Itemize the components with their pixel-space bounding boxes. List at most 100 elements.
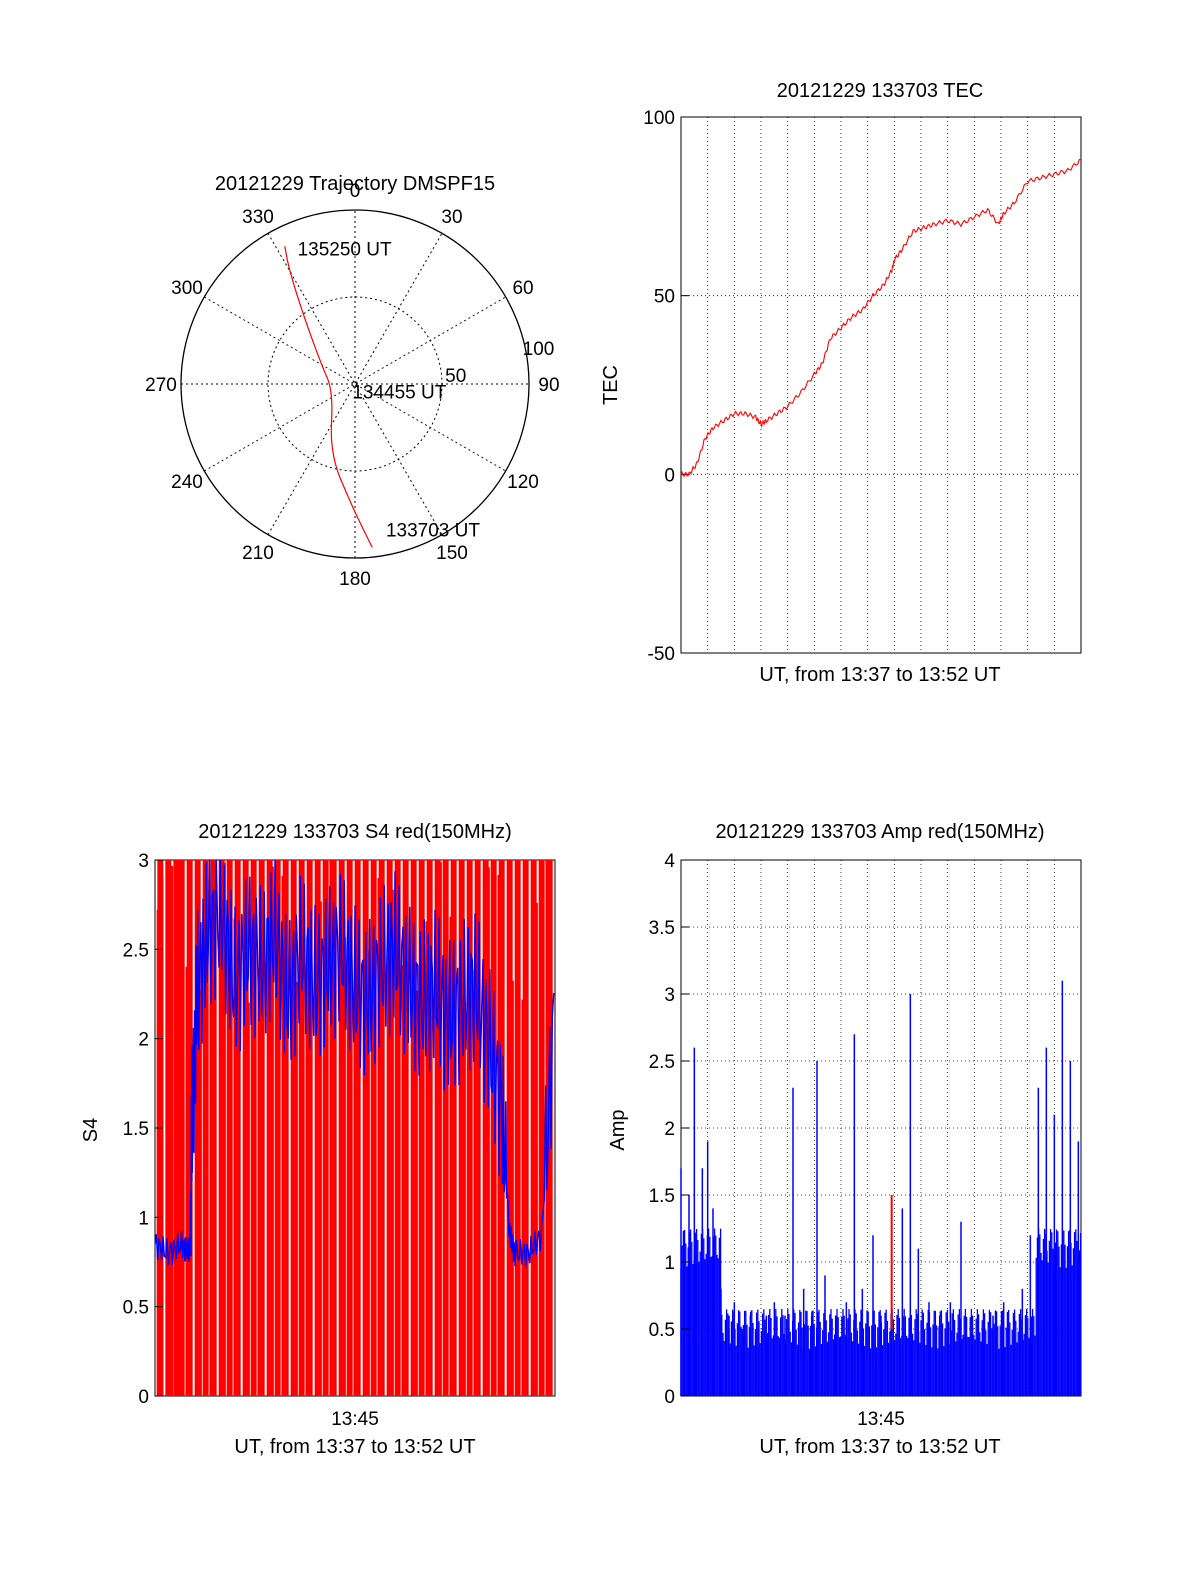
tec-ytick-label: 100 (643, 108, 675, 129)
s4-red-bar (378, 860, 385, 1396)
amp-ytick-label: 4 (664, 851, 675, 872)
polar-azimuth-labels: 0 30 60 90 120 150 180 210 240 270 300 330 (145, 181, 559, 590)
tec-title: 20121229 133703 TEC (777, 80, 983, 102)
s4-ytick-label: 0.5 (123, 1298, 149, 1319)
polar-spoke (267, 233, 443, 535)
polar-spoke (204, 296, 506, 472)
s4-red-bar (258, 860, 265, 1396)
polar-annotations: 135250 UT 134455 UT 133703 UT (298, 240, 481, 542)
polar-azimuth-label: 210 (242, 543, 274, 564)
s4-red-bar (218, 860, 225, 1396)
s4-red-bar (362, 860, 369, 1396)
tec-xlabel: UT, from 13:37 to 13:52 UT (759, 664, 1000, 686)
polar-azimuth-label: 240 (171, 472, 203, 493)
polar-annotation: 135250 UT (298, 240, 392, 261)
amp-ytick-label: 2 (664, 1119, 675, 1140)
s4-red-bar (338, 860, 345, 1396)
polar-azimuth-label: 300 (171, 278, 203, 299)
s4-red-bar (506, 860, 513, 1396)
s4-x-ticks: 13:45 (331, 1409, 379, 1430)
amp-ytick-label: 3.5 (649, 918, 675, 939)
polar-spoke (267, 233, 443, 535)
s4-title: 20121229 133703 S4 red(150MHz) (198, 821, 512, 843)
polar-azimuth-label: 120 (507, 472, 539, 493)
tec-ylabel: TEC (600, 365, 622, 405)
tec-series-line (680, 158, 1082, 478)
tec-plot-frame (680, 116, 1082, 654)
tec-y-ticks: -50 0 50 100 (643, 108, 689, 665)
polar-grid (180, 209, 530, 559)
s4-panel: 20121229 133703 S4 red(150MHz) 0 0.5 1 1.5 2… (80, 821, 556, 1458)
polar-annotation: 133703 UT (386, 521, 480, 542)
polar-panel: 20121229 Trajectory DMSPF15 0 30 60 90 120 15… (145, 173, 559, 590)
s4-red-bar (402, 860, 409, 1396)
amp-ytick-label: 1 (664, 1253, 675, 1274)
tec-series (680, 158, 1082, 478)
amp-ytick-label: 1.5 (649, 1186, 675, 1207)
tec-ytick-label: -50 (648, 644, 675, 665)
s4-red-bar (474, 860, 481, 1396)
s4-red-bar (165, 860, 172, 1396)
amp-y-ticks: 0 0.5 1 1.5 2 2.5 3 3.5 4 (649, 851, 689, 1408)
s4-blue-line (154, 859, 555, 1268)
s4-red-bar (290, 860, 297, 1396)
amp-ytick-label: 0 (664, 1387, 675, 1408)
s4-xtick-label: 13:45 (331, 1409, 379, 1430)
s4-red-bar (242, 860, 249, 1396)
amp-panel: 20121229 133703 Amp red(150MHz) 0 0.5 1 1.5… (607, 821, 1082, 1458)
polar-azimuth-label: 270 (145, 375, 177, 396)
s4-series (154, 859, 555, 1396)
s4-red-bar (482, 860, 489, 1396)
s4-ylabel: S4 (80, 1118, 102, 1142)
s4-red-bar (306, 860, 313, 1396)
amp-x-ticks: 13:45 (857, 1409, 905, 1430)
s4-red-bar (210, 860, 217, 1396)
polar-elevation-labels: 50 100 (445, 339, 554, 387)
s4-ytick-label: 3 (138, 851, 149, 872)
tec-ytick-label: 50 (654, 287, 675, 308)
amp-ytick-label: 2.5 (649, 1052, 675, 1073)
s4-red-bar (450, 860, 457, 1396)
s4-red-bar (234, 860, 241, 1396)
s4-xlabel: UT, from 13:37 to 13:52 UT (234, 1436, 475, 1458)
s4-red-bar (186, 860, 193, 1396)
tec-grid (681, 116, 1081, 654)
polar-title: 20121229 Trajectory DMSPF15 (215, 173, 495, 195)
s4-ytick-label: 0 (138, 1387, 149, 1408)
polar-azimuth-label: 0 (350, 181, 361, 202)
s4-ytick-label: 2 (138, 1030, 149, 1051)
s4-red-bar (354, 860, 361, 1396)
polar-series (284, 246, 373, 548)
polar-azimuth-label: 150 (436, 543, 468, 564)
s4-red-bar (282, 860, 289, 1396)
s4-red-bar (458, 860, 465, 1396)
amp-xtick-label: 13:45 (857, 1409, 905, 1430)
s4-red-bar (266, 860, 273, 1396)
s4-ytick-label: 2.5 (123, 940, 149, 961)
s4-red-bar (194, 860, 201, 1396)
tec-panel: 20121229 133703 TEC -50 0 50 100 TEC UT, fr… (600, 80, 1082, 686)
s4-red-bar (434, 860, 441, 1396)
polar-azimuth-label: 60 (512, 278, 533, 299)
amp-title: 20121229 133703 Amp red(150MHz) (715, 821, 1044, 843)
s4-red-bar (386, 860, 393, 1396)
polar-elevation-label: 100 (523, 339, 555, 360)
s4-red-bar (530, 860, 537, 1396)
s4-red-bar (546, 860, 553, 1396)
s4-red-bar (426, 860, 433, 1396)
amp-series (680, 980, 1082, 1396)
polar-azimuth-label: 90 (538, 375, 559, 396)
s4-red-bar (522, 860, 529, 1396)
amp-xlabel: UT, from 13:37 to 13:52 UT (759, 1436, 1000, 1458)
polar-elevation-label: 50 (445, 366, 466, 387)
s4-red-bar (314, 860, 321, 1396)
amp-ytick-label: 0.5 (649, 1320, 675, 1341)
amp-ytick-label: 3 (664, 985, 675, 1006)
tec-ytick-label: 0 (664, 465, 675, 486)
s4-red-bar (330, 860, 337, 1396)
polar-spoke (204, 296, 506, 472)
polar-azimuth-label: 30 (441, 207, 462, 228)
polar-azimuth-label: 330 (242, 207, 274, 228)
s4-red-bar (410, 860, 417, 1396)
